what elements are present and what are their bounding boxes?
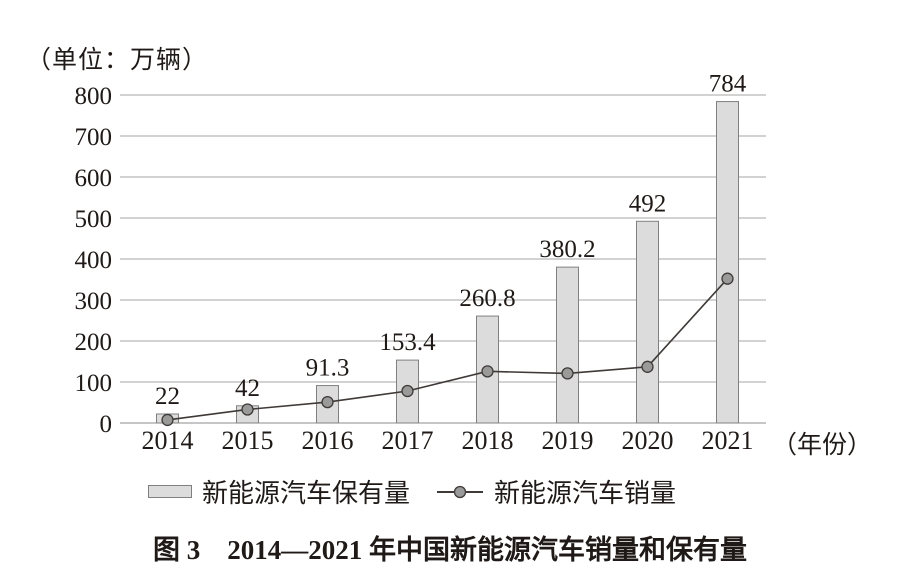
legend: 新能源汽车保有量 新能源汽车销量 bbox=[148, 473, 752, 510]
legend-line-label: 新能源汽车销量 bbox=[494, 479, 677, 508]
line-marker bbox=[401, 384, 414, 398]
y-tick-label: 600 bbox=[75, 165, 113, 192]
y-tick-label: 700 bbox=[75, 124, 113, 151]
line-marker bbox=[241, 403, 254, 416]
bar-value-label: 492 bbox=[629, 190, 667, 217]
bar bbox=[636, 220, 659, 424]
x-tick-label: 2018 bbox=[462, 426, 514, 455]
bar-value-label: 260.8 bbox=[459, 285, 515, 312]
y-tick-label: 100 bbox=[75, 370, 113, 397]
x-tick-label: 2014 bbox=[142, 426, 194, 455]
line-marker bbox=[481, 365, 494, 378]
legend-item-sales: 新能源汽车销量 bbox=[436, 473, 676, 510]
sales-line bbox=[167, 278, 729, 421]
line-marker bbox=[321, 395, 334, 409]
line-marker bbox=[641, 360, 654, 373]
y-tick-label: 200 bbox=[75, 329, 113, 356]
y-axis-unit-label: （单位：万辆） bbox=[26, 47, 209, 74]
line-marker-swatch-icon bbox=[437, 485, 484, 498]
x-tick-label: 2021 bbox=[702, 426, 754, 455]
line-marker bbox=[721, 272, 734, 285]
bar-value-label: 784 bbox=[709, 71, 747, 98]
x-tick-label: 2020 bbox=[622, 426, 674, 455]
bar bbox=[556, 266, 579, 424]
x-tick-label: 2017 bbox=[382, 426, 434, 455]
line-marker bbox=[161, 413, 174, 427]
bar-value-label: 42 bbox=[235, 375, 260, 402]
bar-value-label: 22 bbox=[155, 383, 180, 410]
x-tick-label: 2019 bbox=[542, 426, 594, 455]
x-axis-unit-label: （年份） bbox=[772, 432, 873, 459]
y-tick-label: 500 bbox=[75, 206, 113, 233]
bar-value-label: 91.3 bbox=[306, 355, 350, 382]
figure-caption: 图 3 2014—2021 年中国新能源汽车销量和保有量 bbox=[153, 535, 747, 565]
x-tick-label: 2016 bbox=[302, 426, 354, 455]
bar-swatch-icon bbox=[148, 485, 192, 498]
y-tick-label: 800 bbox=[75, 83, 113, 110]
bar-value-label: 153.4 bbox=[379, 329, 436, 356]
legend-item-ownership: 新能源汽车保有量 bbox=[148, 473, 410, 510]
bar bbox=[716, 101, 739, 424]
bar-value-label: 380.2 bbox=[539, 236, 595, 263]
legend-bar-label: 新能源汽车保有量 bbox=[202, 479, 411, 508]
x-tick-label: 2015 bbox=[222, 426, 274, 455]
y-tick-label: 0 bbox=[100, 411, 113, 438]
line-marker bbox=[561, 367, 574, 380]
y-tick-label: 300 bbox=[75, 288, 113, 315]
y-tick-label: 400 bbox=[75, 247, 113, 274]
chart-canvas: 0 100 200 300 400 500 600 700 800 22 42 91.3 153.4 26… bbox=[75, 71, 766, 455]
